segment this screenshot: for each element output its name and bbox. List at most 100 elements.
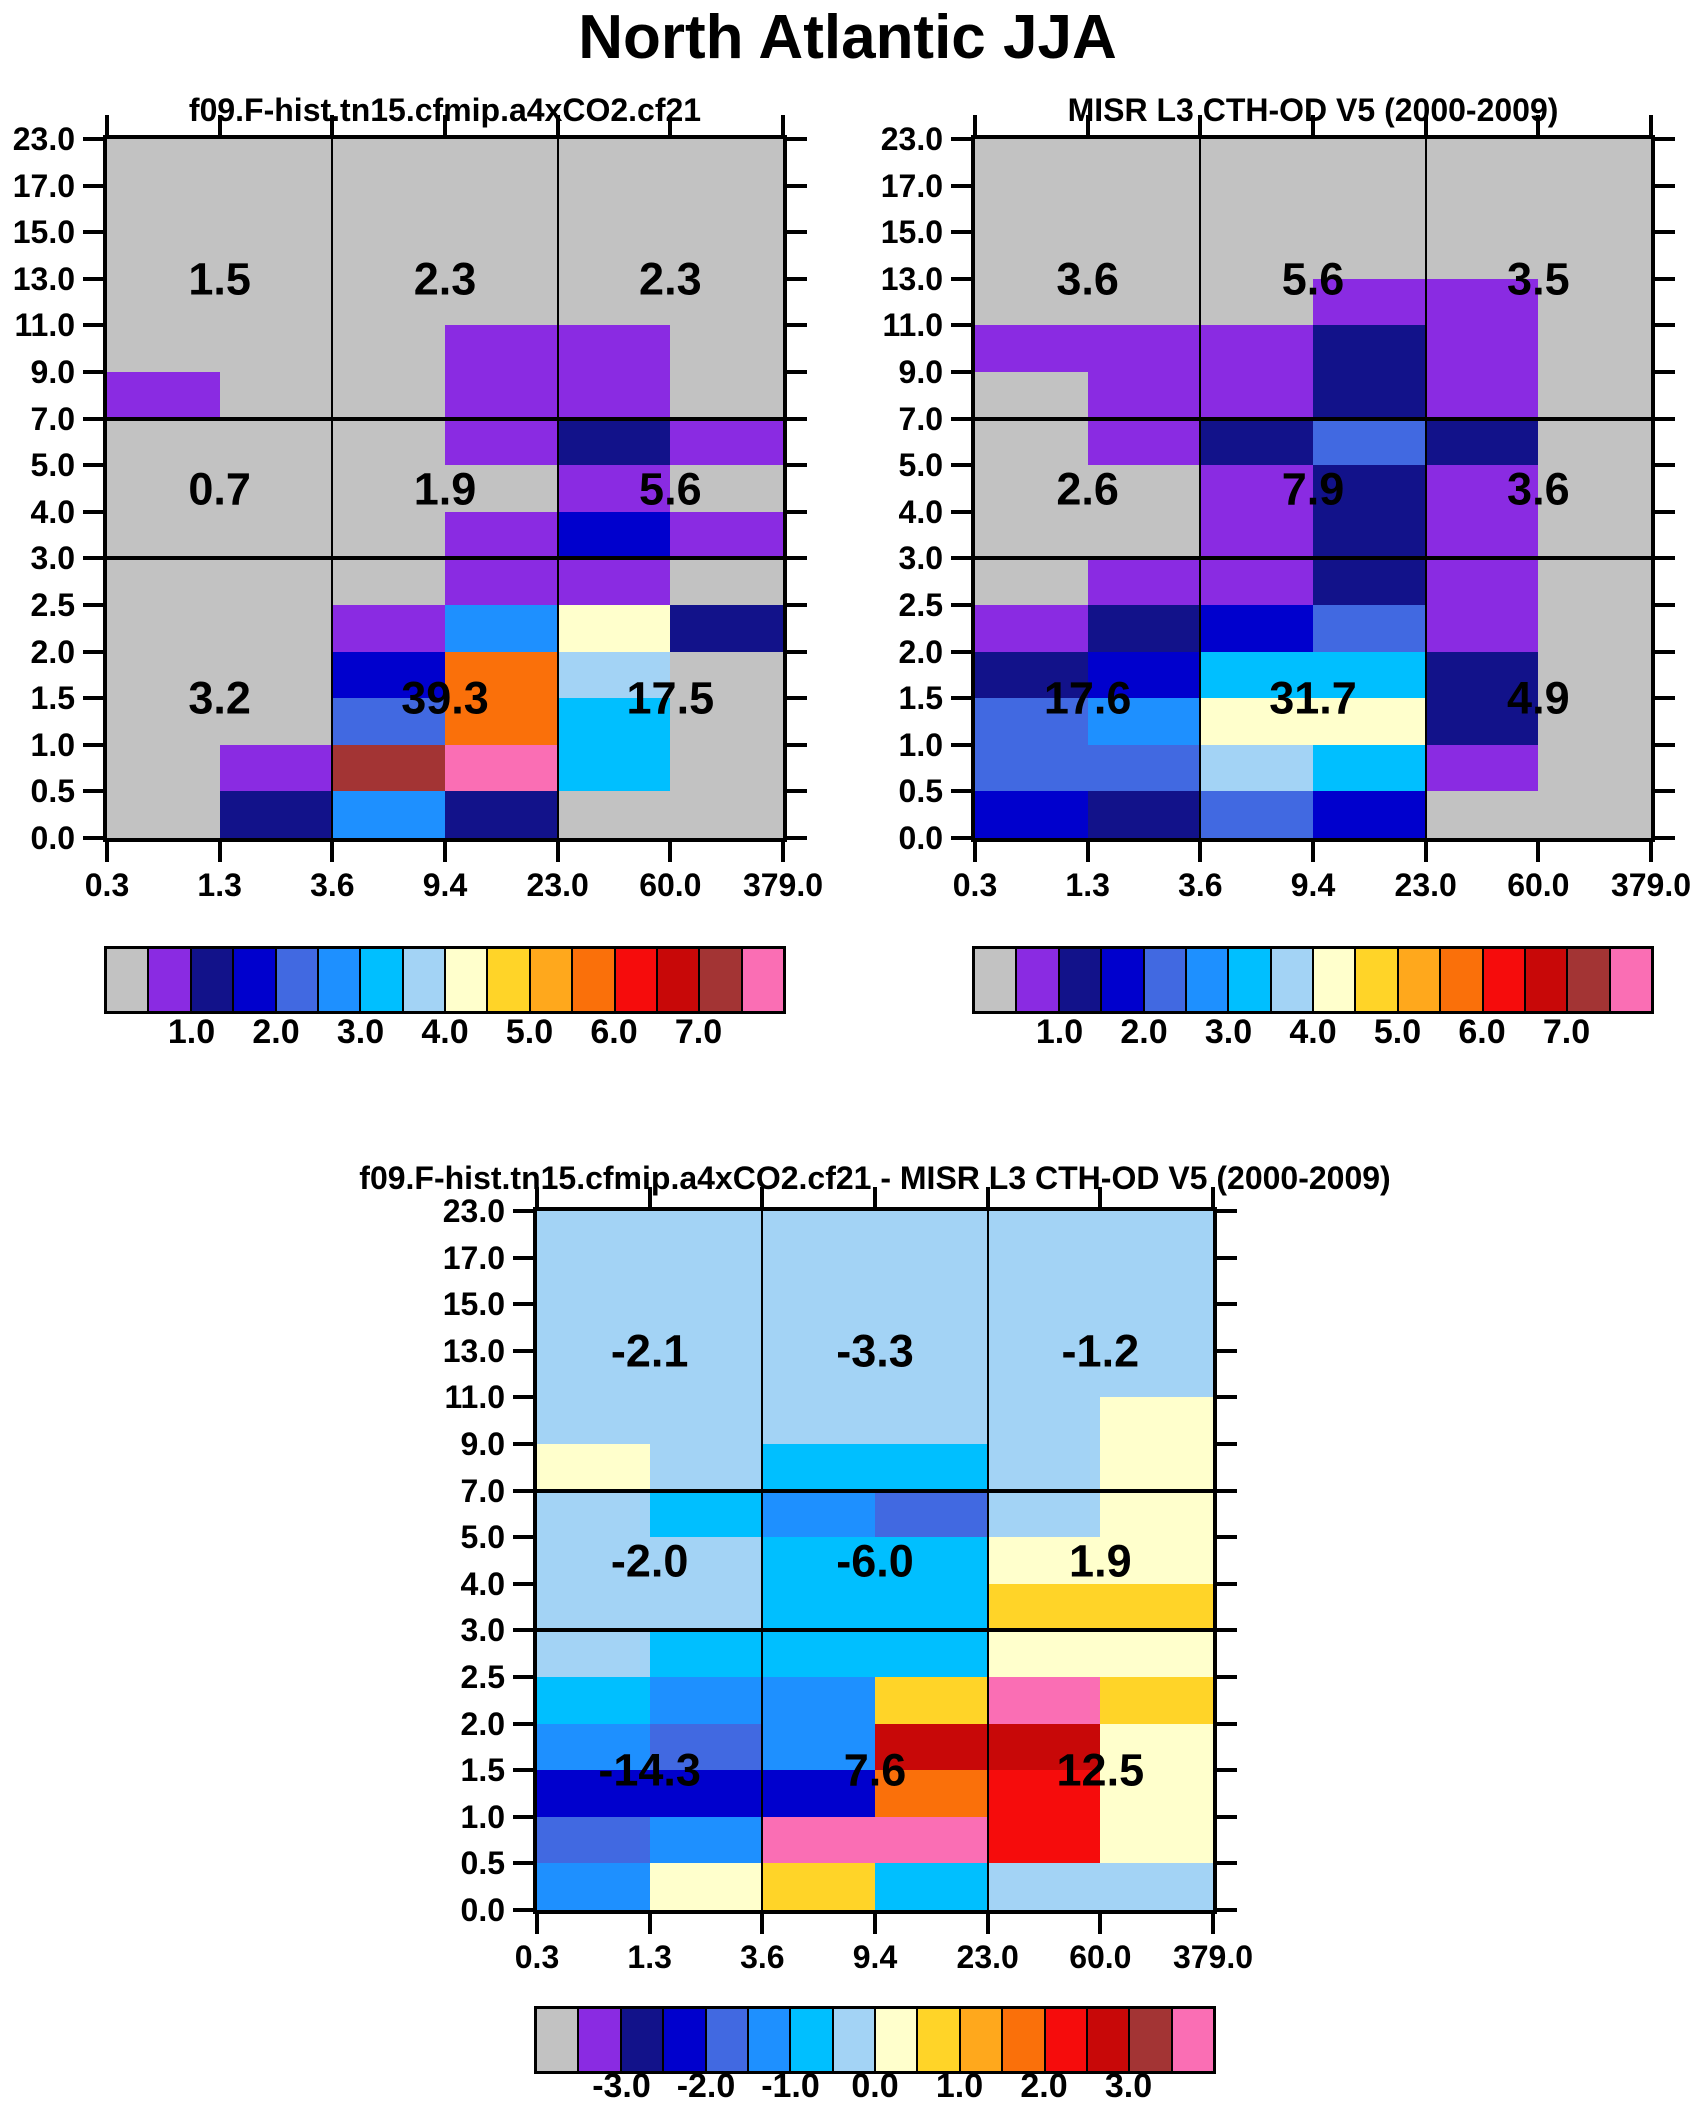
grid-cell bbox=[987, 1630, 1101, 1677]
y-tick-label: 1.0 bbox=[898, 726, 943, 763]
grid-cell bbox=[762, 1770, 875, 1817]
grid-cell bbox=[219, 325, 333, 372]
grid-cell bbox=[987, 1350, 1101, 1398]
grid-cell bbox=[1312, 371, 1426, 419]
grid-cell bbox=[1425, 232, 1539, 279]
x-tick-label: 9.4 bbox=[1290, 867, 1336, 903]
colorbar-swatch bbox=[403, 949, 446, 1011]
row-group-divider bbox=[107, 556, 783, 561]
y-tick bbox=[1655, 509, 1675, 514]
y-tick bbox=[1655, 416, 1675, 421]
region-mean-value: 17.6 bbox=[1043, 672, 1132, 724]
y-tick bbox=[951, 416, 971, 421]
grid-cell bbox=[557, 232, 671, 279]
grid-cell bbox=[1312, 325, 1426, 372]
y-tick-label: 9.0 bbox=[460, 1426, 505, 1462]
grid-cell bbox=[332, 465, 445, 512]
y-tick bbox=[787, 323, 807, 328]
x-tick bbox=[1198, 115, 1203, 135]
y-tick-label: 4.0 bbox=[460, 1565, 505, 1602]
grid-cell bbox=[1425, 325, 1539, 372]
grid-cell bbox=[1425, 185, 1539, 233]
grid-cell bbox=[1200, 558, 1313, 605]
x-tick-label: 23.0 bbox=[526, 867, 589, 903]
grid-cell bbox=[219, 185, 333, 233]
x-tick bbox=[1311, 842, 1315, 862]
grid-cell bbox=[1200, 698, 1313, 745]
x-tick-label: 0.3 bbox=[514, 1939, 560, 1975]
y-tick bbox=[951, 649, 971, 654]
grid-cell bbox=[537, 1816, 650, 1864]
grid-cell bbox=[987, 1257, 1101, 1305]
y-tick bbox=[83, 370, 103, 374]
y-tick bbox=[787, 230, 807, 235]
colorbar-tick-label: 3.0 bbox=[1104, 2067, 1153, 2103]
grid-cell bbox=[987, 1583, 1101, 1631]
x-tick-label: 60.0 bbox=[1069, 1939, 1132, 1975]
y-tick-label: 0.0 bbox=[30, 820, 75, 856]
y-tick bbox=[1655, 370, 1675, 374]
grid-cell bbox=[332, 418, 445, 466]
colorbar-swatch bbox=[1102, 949, 1145, 1011]
grid-cell bbox=[1425, 278, 1539, 326]
grid-cell bbox=[670, 465, 783, 512]
grid-cell bbox=[537, 1723, 650, 1771]
grid-cell bbox=[1087, 604, 1201, 652]
y-tick-label: 15.0 bbox=[12, 214, 75, 251]
region-mean-value: 0.7 bbox=[188, 463, 251, 514]
grid-cell bbox=[1100, 1350, 1213, 1398]
grid-cell bbox=[557, 791, 671, 838]
y-tick bbox=[787, 742, 807, 747]
colorbar-tick-label: 7.0 bbox=[1542, 1013, 1591, 1051]
y-tick bbox=[513, 1442, 533, 1446]
y-tick bbox=[513, 1908, 533, 1912]
colorbar-swatch bbox=[1483, 949, 1526, 1011]
y-tick bbox=[513, 1628, 533, 1633]
y-tick-label: 3.0 bbox=[30, 540, 75, 577]
y-tick bbox=[787, 370, 807, 374]
y-tick bbox=[1217, 1302, 1237, 1307]
grid-cell bbox=[874, 1630, 988, 1677]
grid-cell bbox=[332, 604, 445, 652]
grid-cell bbox=[1100, 1304, 1213, 1351]
region-mean-value: 4.9 bbox=[1507, 672, 1570, 724]
colorbar-swatch bbox=[530, 949, 574, 1011]
colorbar-swatch bbox=[573, 949, 616, 1011]
y-tick bbox=[1655, 696, 1675, 701]
grid-cell bbox=[1200, 232, 1313, 279]
y-tick bbox=[83, 789, 103, 794]
grid-cell bbox=[1100, 1211, 1213, 1258]
grid-cell bbox=[1100, 1490, 1213, 1538]
grid-cell bbox=[762, 1443, 875, 1491]
y-tick-label: 17.0 bbox=[442, 1239, 505, 1276]
grid-cell bbox=[1538, 744, 1651, 792]
row-group-divider bbox=[975, 416, 1651, 421]
grid-cell bbox=[762, 1816, 875, 1864]
colorbar-tick-label: 5.0 bbox=[505, 1013, 554, 1051]
grid-cell bbox=[975, 558, 1088, 605]
colorbar-swatch bbox=[615, 949, 658, 1011]
grid-cell bbox=[537, 1770, 650, 1817]
grid-cell bbox=[670, 511, 783, 559]
grid-cell bbox=[1425, 139, 1539, 186]
grid-cell bbox=[1312, 558, 1426, 605]
grid-cell bbox=[107, 418, 220, 466]
y-tick bbox=[1217, 1535, 1237, 1540]
y-tick bbox=[513, 1395, 533, 1400]
x-tick bbox=[535, 1187, 539, 1207]
x-tick bbox=[1085, 115, 1090, 135]
grid-cell bbox=[1087, 278, 1201, 326]
y-tick bbox=[513, 1348, 533, 1353]
grid-cell bbox=[444, 604, 558, 652]
y-tick-label: 17.0 bbox=[880, 167, 943, 204]
grid-cell bbox=[537, 1211, 650, 1258]
x-tick bbox=[1536, 115, 1541, 135]
grid-cell bbox=[975, 744, 1088, 792]
grid-cell bbox=[1425, 465, 1539, 512]
colorbar-tick-label: -1.0 bbox=[761, 2067, 820, 2103]
grid-cell bbox=[670, 185, 783, 233]
x-tick bbox=[105, 842, 109, 862]
colorbar-swatch bbox=[833, 2009, 876, 2071]
grid-cell bbox=[1100, 1676, 1213, 1724]
grid-cell bbox=[1100, 1863, 1213, 1910]
